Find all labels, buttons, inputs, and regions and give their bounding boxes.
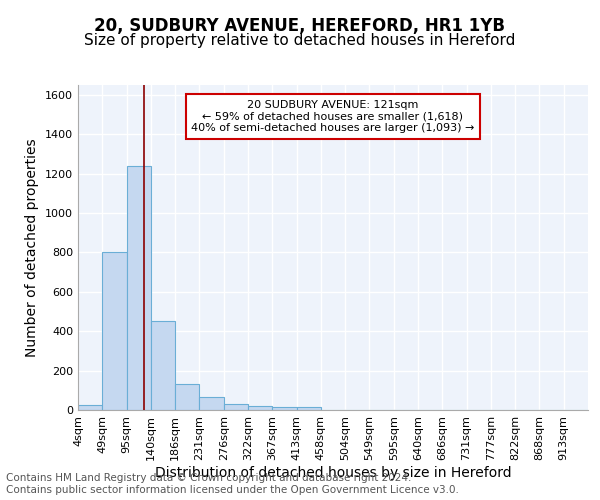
- Text: Size of property relative to detached houses in Hereford: Size of property relative to detached ho…: [85, 32, 515, 48]
- Bar: [272, 407, 296, 410]
- Text: 20 SUDBURY AVENUE: 121sqm
← 59% of detached houses are smaller (1,618)
40% of se: 20 SUDBURY AVENUE: 121sqm ← 59% of detac…: [191, 100, 475, 133]
- X-axis label: Distribution of detached houses by size in Hereford: Distribution of detached houses by size …: [155, 466, 511, 479]
- Bar: [127, 166, 151, 410]
- Bar: [78, 405, 102, 410]
- Bar: [199, 397, 224, 410]
- Bar: [175, 384, 199, 410]
- Bar: [151, 322, 175, 410]
- Text: 20, SUDBURY AVENUE, HEREFORD, HR1 1YB: 20, SUDBURY AVENUE, HEREFORD, HR1 1YB: [95, 18, 505, 36]
- Bar: [224, 404, 248, 410]
- Text: Contains HM Land Registry data © Crown copyright and database right 2024.
Contai: Contains HM Land Registry data © Crown c…: [6, 474, 459, 495]
- Bar: [248, 406, 272, 410]
- Bar: [102, 252, 127, 410]
- Bar: [296, 407, 321, 410]
- Y-axis label: Number of detached properties: Number of detached properties: [25, 138, 40, 357]
